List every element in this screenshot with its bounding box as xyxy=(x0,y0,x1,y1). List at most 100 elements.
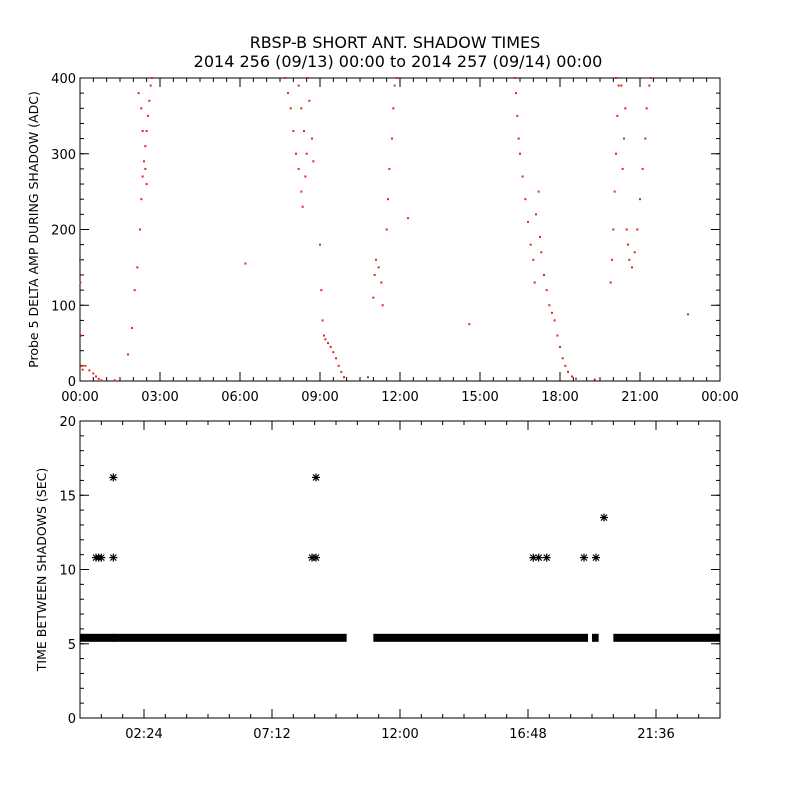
shadow-interval-band xyxy=(80,633,347,642)
data-point xyxy=(140,107,143,110)
data-point xyxy=(548,304,551,307)
data-point xyxy=(387,198,389,201)
data-point-asterisk xyxy=(97,553,106,562)
data-point xyxy=(287,92,289,95)
data-point xyxy=(593,378,596,381)
data-point xyxy=(308,99,311,102)
data-point xyxy=(615,77,617,79)
data-point xyxy=(539,236,541,239)
data-point xyxy=(244,262,247,265)
x-tick-label: 09:00 xyxy=(301,390,338,405)
y-tick-label: 0 xyxy=(68,375,76,390)
data-point xyxy=(633,251,636,254)
data-point xyxy=(625,228,628,231)
data-point xyxy=(687,313,689,316)
data-point xyxy=(127,353,129,356)
y-tick-label: 10 xyxy=(59,564,76,579)
y-tick-label: 20 xyxy=(59,415,76,430)
data-point xyxy=(644,137,647,140)
data-point xyxy=(151,77,153,79)
x-tick-label: 15:00 xyxy=(461,390,498,405)
data-point xyxy=(613,190,616,193)
shadow-interval-band xyxy=(613,633,720,642)
data-point xyxy=(628,258,631,261)
y-tick-label: 300 xyxy=(51,148,76,163)
data-point xyxy=(311,137,313,140)
data-point xyxy=(391,137,393,140)
data-point xyxy=(141,175,144,178)
x-tick-label: 16:48 xyxy=(509,727,546,742)
data-point xyxy=(300,190,303,193)
data-point xyxy=(372,296,375,299)
data-point xyxy=(543,273,545,276)
data-point xyxy=(540,251,543,254)
data-point xyxy=(380,281,383,284)
data-point xyxy=(519,152,521,155)
data-point xyxy=(79,258,81,261)
data-point xyxy=(641,167,644,170)
data-point-asterisk xyxy=(600,513,608,522)
data-point xyxy=(645,107,648,110)
data-point xyxy=(396,77,399,79)
data-point xyxy=(559,345,561,348)
data-point xyxy=(136,266,139,269)
data-point xyxy=(617,84,620,87)
data-point xyxy=(88,369,91,372)
y-tick-label: 200 xyxy=(51,224,76,239)
data-point xyxy=(621,167,624,170)
x-tick-label: 12:00 xyxy=(381,727,418,742)
data-point xyxy=(649,77,652,79)
top-panel-delta-amp: 00:00 03:00 06:00 09:00 12:00 15:00 18:00 21:00… xyxy=(26,72,739,405)
data-point xyxy=(615,152,617,155)
data-point xyxy=(319,243,321,246)
data-point xyxy=(312,160,315,163)
x-tick-label: 00:00 xyxy=(61,390,98,405)
data-point xyxy=(551,311,553,314)
data-point xyxy=(611,258,613,261)
data-point xyxy=(407,217,409,220)
data-point xyxy=(140,198,143,201)
data-point xyxy=(332,351,335,354)
data-point xyxy=(284,77,287,79)
data-point xyxy=(515,92,517,95)
data-point xyxy=(533,281,536,284)
data-point xyxy=(561,357,564,360)
data-point xyxy=(300,107,303,110)
data-point xyxy=(567,370,569,373)
data-point xyxy=(553,319,556,322)
data-point xyxy=(148,99,151,102)
data-point-asterisk xyxy=(312,473,320,482)
data-point xyxy=(385,228,388,231)
y-tick-label: 15 xyxy=(59,489,76,504)
x-tick-label: 07:12 xyxy=(253,727,290,742)
data-point xyxy=(305,152,308,155)
data-point xyxy=(527,220,529,223)
data-point xyxy=(113,379,116,382)
data-point xyxy=(321,319,324,322)
data-point xyxy=(292,130,295,133)
data-point xyxy=(295,152,297,155)
data-point xyxy=(297,167,300,170)
data-point xyxy=(609,281,612,284)
data-point xyxy=(535,213,537,216)
data-point xyxy=(620,84,623,87)
data-point xyxy=(388,167,391,170)
plot-frame xyxy=(79,77,721,382)
data-point xyxy=(145,183,148,186)
data-point xyxy=(337,364,340,367)
data-point xyxy=(307,77,309,79)
data-point xyxy=(340,370,343,373)
data-point xyxy=(381,304,384,307)
data-point xyxy=(297,84,300,87)
data-point-asterisk xyxy=(109,553,118,562)
data-point xyxy=(616,114,619,117)
data-point xyxy=(513,77,516,79)
data-point xyxy=(100,379,103,382)
x-tick-label: 21:36 xyxy=(637,727,674,742)
x-tick-label: 02:24 xyxy=(125,727,162,742)
chart-subtitle: 2014 256 (09/13) 00:00 to 2014 257 (09/1… xyxy=(194,52,603,71)
data-point xyxy=(131,326,133,329)
data-point-asterisk xyxy=(312,553,320,562)
data-point xyxy=(139,228,141,231)
